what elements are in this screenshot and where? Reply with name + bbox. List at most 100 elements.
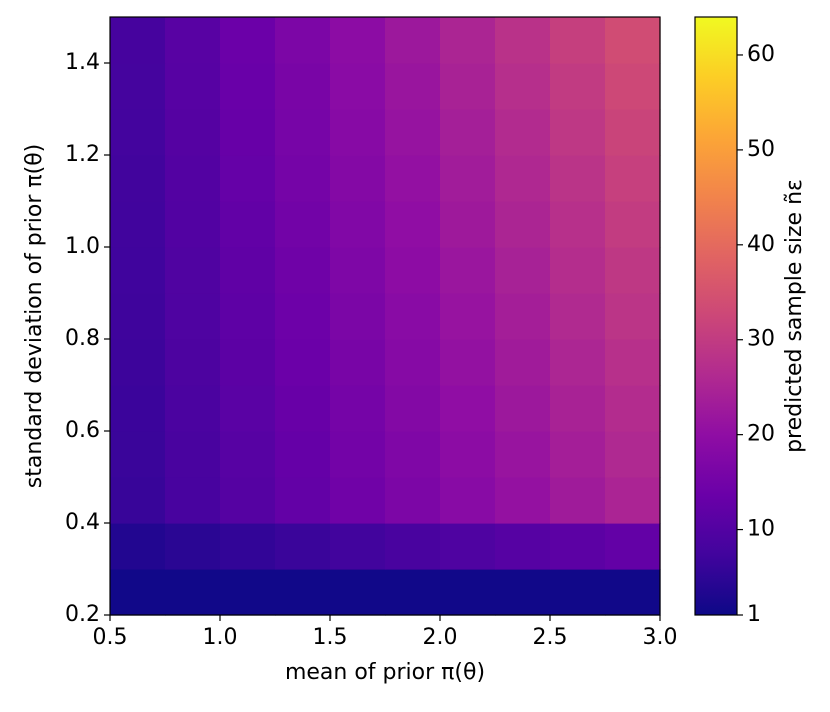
heatmap-cell <box>110 155 166 202</box>
x-tick-label: 1.5 <box>313 625 348 650</box>
heatmap-cell <box>440 201 496 248</box>
heatmap-cell <box>605 17 661 64</box>
heatmap-cell <box>550 569 606 616</box>
heatmap-cell <box>550 109 606 156</box>
x-tick-label: 0.5 <box>93 625 128 650</box>
heatmap-cell <box>550 17 606 64</box>
heatmap-cell <box>385 385 441 432</box>
heatmap-cell <box>220 569 276 616</box>
heatmap-cell <box>110 247 166 294</box>
colorbar-tick-label: 10 <box>747 517 775 542</box>
heatmap-cell <box>165 155 221 202</box>
heatmap-cell <box>605 201 661 248</box>
heatmap-cell <box>275 155 331 202</box>
heatmap-cell <box>220 17 276 64</box>
heatmap-cell <box>330 293 386 340</box>
heatmap-cell <box>550 385 606 432</box>
heatmap-cell <box>330 109 386 156</box>
heatmap-cell <box>165 63 221 110</box>
heatmap-cell <box>110 201 166 248</box>
heatmap-cell <box>275 385 331 432</box>
heatmap-cell <box>605 155 661 202</box>
heatmap-cell <box>275 569 331 616</box>
heatmap-cell <box>220 63 276 110</box>
heatmap-cell <box>605 293 661 340</box>
heatmap-cell <box>165 431 221 478</box>
heatmap-cell <box>385 247 441 294</box>
heatmap-cell <box>605 63 661 110</box>
heatmap-cell <box>495 17 551 64</box>
heatmap-cell <box>220 523 276 570</box>
heatmap-cell <box>110 109 166 156</box>
colorbar-tick-label: 1 <box>747 602 761 627</box>
heatmap-cell <box>165 569 221 616</box>
heatmap-cell <box>275 477 331 524</box>
heatmap-cell <box>275 523 331 570</box>
y-tick-label: 1.4 <box>65 50 100 75</box>
heatmap-cell <box>165 293 221 340</box>
heatmap-cell <box>275 339 331 386</box>
heatmap-cell <box>440 523 496 570</box>
heatmap-cell <box>550 293 606 340</box>
heatmap-cell <box>495 109 551 156</box>
x-tick-label: 3.0 <box>643 625 678 650</box>
heatmap-cell <box>330 569 386 616</box>
heatmap-cell <box>495 201 551 248</box>
heatmap-cell <box>110 385 166 432</box>
heatmap-cell <box>110 477 166 524</box>
heatmap-cell <box>495 247 551 294</box>
colorbar-tick-label: 60 <box>747 42 775 67</box>
heatmap-cell <box>330 63 386 110</box>
heatmap-cell <box>440 155 496 202</box>
heatmap-cell <box>550 155 606 202</box>
heatmap-cell <box>165 247 221 294</box>
colorbar <box>694 16 738 616</box>
heatmap-cell <box>165 201 221 248</box>
heatmap-cell <box>495 63 551 110</box>
heatmap-cell <box>550 201 606 248</box>
heatmap-cell <box>385 201 441 248</box>
plot-frame <box>109 16 661 616</box>
heatmap-cell <box>440 63 496 110</box>
heatmap-cell <box>220 201 276 248</box>
heatmap-cell <box>550 247 606 294</box>
x-tick-label: 2.0 <box>423 625 458 650</box>
heatmap-cell <box>275 201 331 248</box>
heatmap-cell <box>605 523 661 570</box>
heatmap-cell <box>275 63 331 110</box>
heatmap-cell <box>495 293 551 340</box>
colorbar-tick-label: 20 <box>747 422 775 447</box>
heatmap-cell <box>275 293 331 340</box>
heatmap-cell <box>220 247 276 294</box>
heatmap-cell <box>495 385 551 432</box>
heatmap-cell <box>440 247 496 294</box>
heatmap-cell <box>385 339 441 386</box>
heatmap-cell <box>220 109 276 156</box>
colorbar-tick-label: 50 <box>747 137 775 162</box>
heatmap-cell <box>110 431 166 478</box>
heatmap-cell <box>110 523 166 570</box>
colorbar-label: predicted sample size ñε <box>782 179 807 453</box>
heatmap-cell <box>495 339 551 386</box>
heatmap-cell <box>385 17 441 64</box>
heatmap-cell <box>330 17 386 64</box>
heatmap-cell <box>165 17 221 64</box>
heatmap-cell <box>110 293 166 340</box>
colorbar-tick-label: 30 <box>747 327 775 352</box>
heatmap-cell <box>385 523 441 570</box>
heatmap-cell <box>165 385 221 432</box>
heatmap-cell <box>440 477 496 524</box>
y-axis-label: standard deviation of prior π(θ) <box>22 144 47 489</box>
heatmap-cell <box>385 293 441 340</box>
heatmap-cell <box>495 569 551 616</box>
heatmap-cell <box>605 109 661 156</box>
heatmap-cell <box>165 109 221 156</box>
heatmap-cell <box>220 155 276 202</box>
heatmap-cell <box>495 155 551 202</box>
heatmap-cell <box>165 523 221 570</box>
heatmap-cell <box>220 431 276 478</box>
heatmap-cell <box>605 247 661 294</box>
heatmap-cell <box>330 247 386 294</box>
y-tick-label: 0.8 <box>65 326 100 351</box>
